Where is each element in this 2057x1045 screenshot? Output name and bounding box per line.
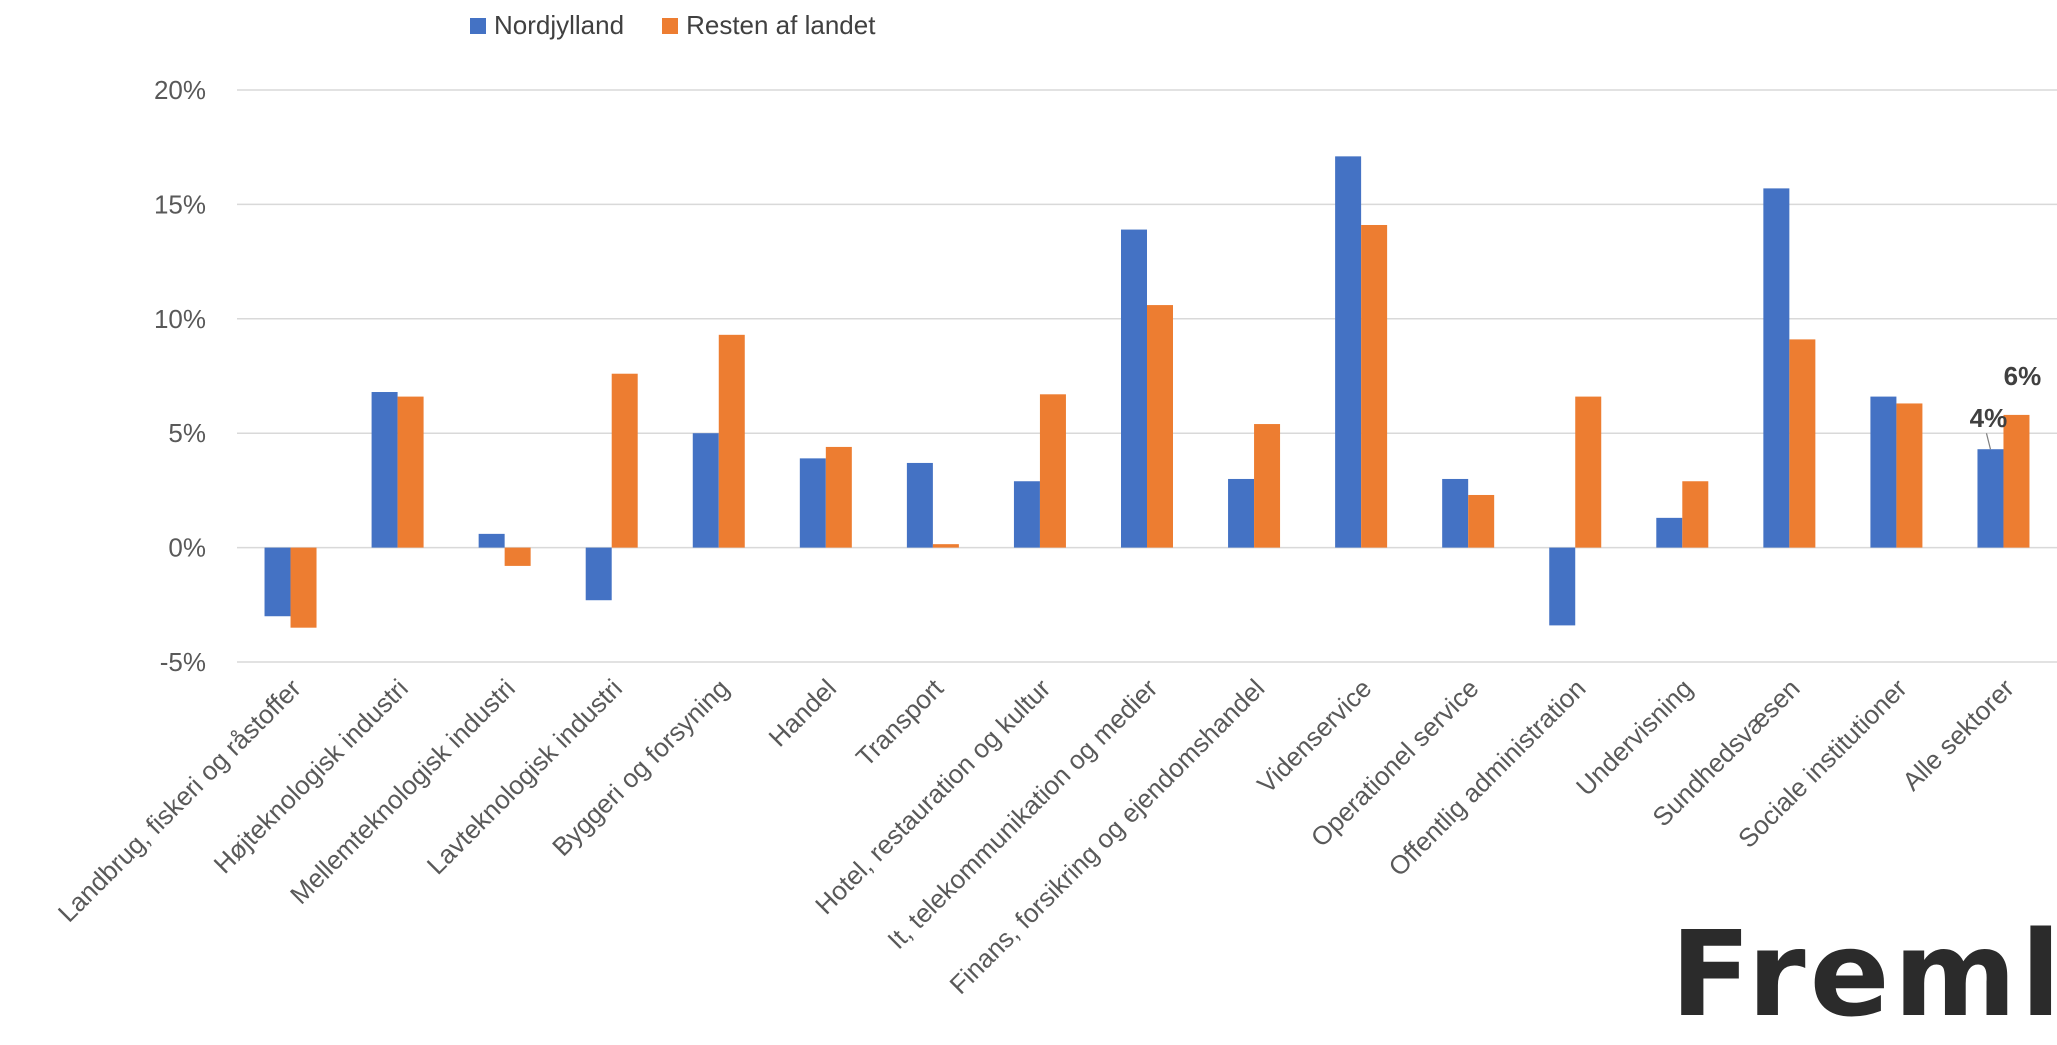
x-tick-label: Alle sektorer [1896,673,2020,797]
bar-resten-af-landet-alle-sektorer [2003,414,2030,548]
bar-nordjylland-alle-sektorer [1977,449,2004,548]
legend-swatch-resten-af-landet [662,17,679,34]
bar-resten-af-landet-undervisning [1682,481,1709,548]
bar-resten-af-landet-offentlig-administration [1575,396,1602,548]
y-tick-label: 5% [168,418,206,448]
bar-nordjylland-it-telekommunikation-og-medier [1121,229,1147,548]
bar-nordjylland-offentlig-administration [1549,547,1576,626]
bar-nordjylland-finans-forsikring-og-ejendomshandel [1228,478,1255,548]
y-tick-label: -5% [160,647,206,677]
x-tick-label: Højteknologisk industri [208,673,414,879]
legend-item-nordjylland: Nordjylland [470,10,624,41]
bar-resten-af-landet-højteknologisk-industri [397,396,424,548]
bar-nordjylland-videnservice [1335,156,1362,548]
bar-resten-af-landet-it-telekommunikation-og-medier [1147,305,1173,548]
bar-resten-af-landet-sociale-institutioner [1896,403,1923,548]
legend-label-resten-af-landet: Resten af landet [686,10,876,40]
y-tick-label: 15% [154,189,206,219]
data-labels: 4%6% [1970,361,2042,450]
bar-resten-af-landet-sundhedsvæsen [1789,339,1816,548]
bar-resten-af-landet-hotel-restauration-og-kultur [1039,394,1066,548]
legend-label-nordjylland: Nordjylland [494,10,625,40]
bar-resten-af-landet-lavteknologisk-industri [611,373,638,548]
bar-resten-af-landet-mellemteknologisk-industri [504,547,531,566]
bar-resten-af-landet-finans-forsikring-og-ejendomshandel [1254,424,1281,548]
bar-nordjylland-sociale-institutioner [1870,396,1897,548]
bars [264,156,2030,628]
y-tick-label: 20% [154,75,206,105]
bar-nordjylland-transport [906,462,933,548]
fremi-logo: Freml [1670,905,2057,1043]
x-tick-label: Transport [850,672,950,772]
x-tick-label: Byggeri og forsyning [546,673,735,862]
bar-nordjylland-undervisning [1656,517,1683,548]
legend-item-resten-af-landet: Resten af landet [662,10,875,41]
x-tick-label: Mellemteknologisk industri [284,673,521,910]
y-tick-label: 10% [154,304,206,334]
bar-resten-af-landet-byggeri-og-forsyning [718,334,745,548]
legend: Nordjylland Resten af landet [470,10,913,41]
data-label-resten-af-landet: 6% [2004,361,2042,391]
x-tick-label: Offentlig administration [1383,673,1592,882]
data-label-leader [1985,433,1992,450]
bar-resten-af-landet-handel [825,446,852,548]
bar-resten-af-landet-videnservice [1361,224,1388,548]
bar-nordjylland-mellemteknologisk-industri [478,533,505,548]
bar-resten-af-landet-landbrug-fiskeri-og-råstoffer [290,547,317,628]
bar-nordjylland-byggeri-og-forsyning [692,433,719,548]
bar-nordjylland-landbrug-fiskeri-og-råstoffer [264,547,291,617]
x-tick-label: Handel [763,673,842,752]
legend-swatch-nordjylland [470,17,486,34]
bar-resten-af-landet-operationel-service [1468,494,1495,548]
bar-nordjylland-sundhedsvæsen [1763,188,1790,548]
bar-nordjylland-operationel-service [1442,478,1469,548]
bar-nordjylland-højteknologisk-industri [371,392,398,548]
bar-nordjylland-hotel-restauration-og-kultur [1013,481,1040,548]
data-label-nordjylland: 4% [1970,403,2008,433]
y-tick-label: 0% [168,533,206,563]
bar-resten-af-landet-transport [932,544,959,548]
bar-nordjylland-handel [799,458,826,548]
bar-nordjylland-lavteknologisk-industri [585,547,612,601]
x-tick-label: Lavteknologisk industri [421,673,628,880]
y-axis-tick-labels: -5% 0% 5% 10% 15% 20% [154,75,206,677]
